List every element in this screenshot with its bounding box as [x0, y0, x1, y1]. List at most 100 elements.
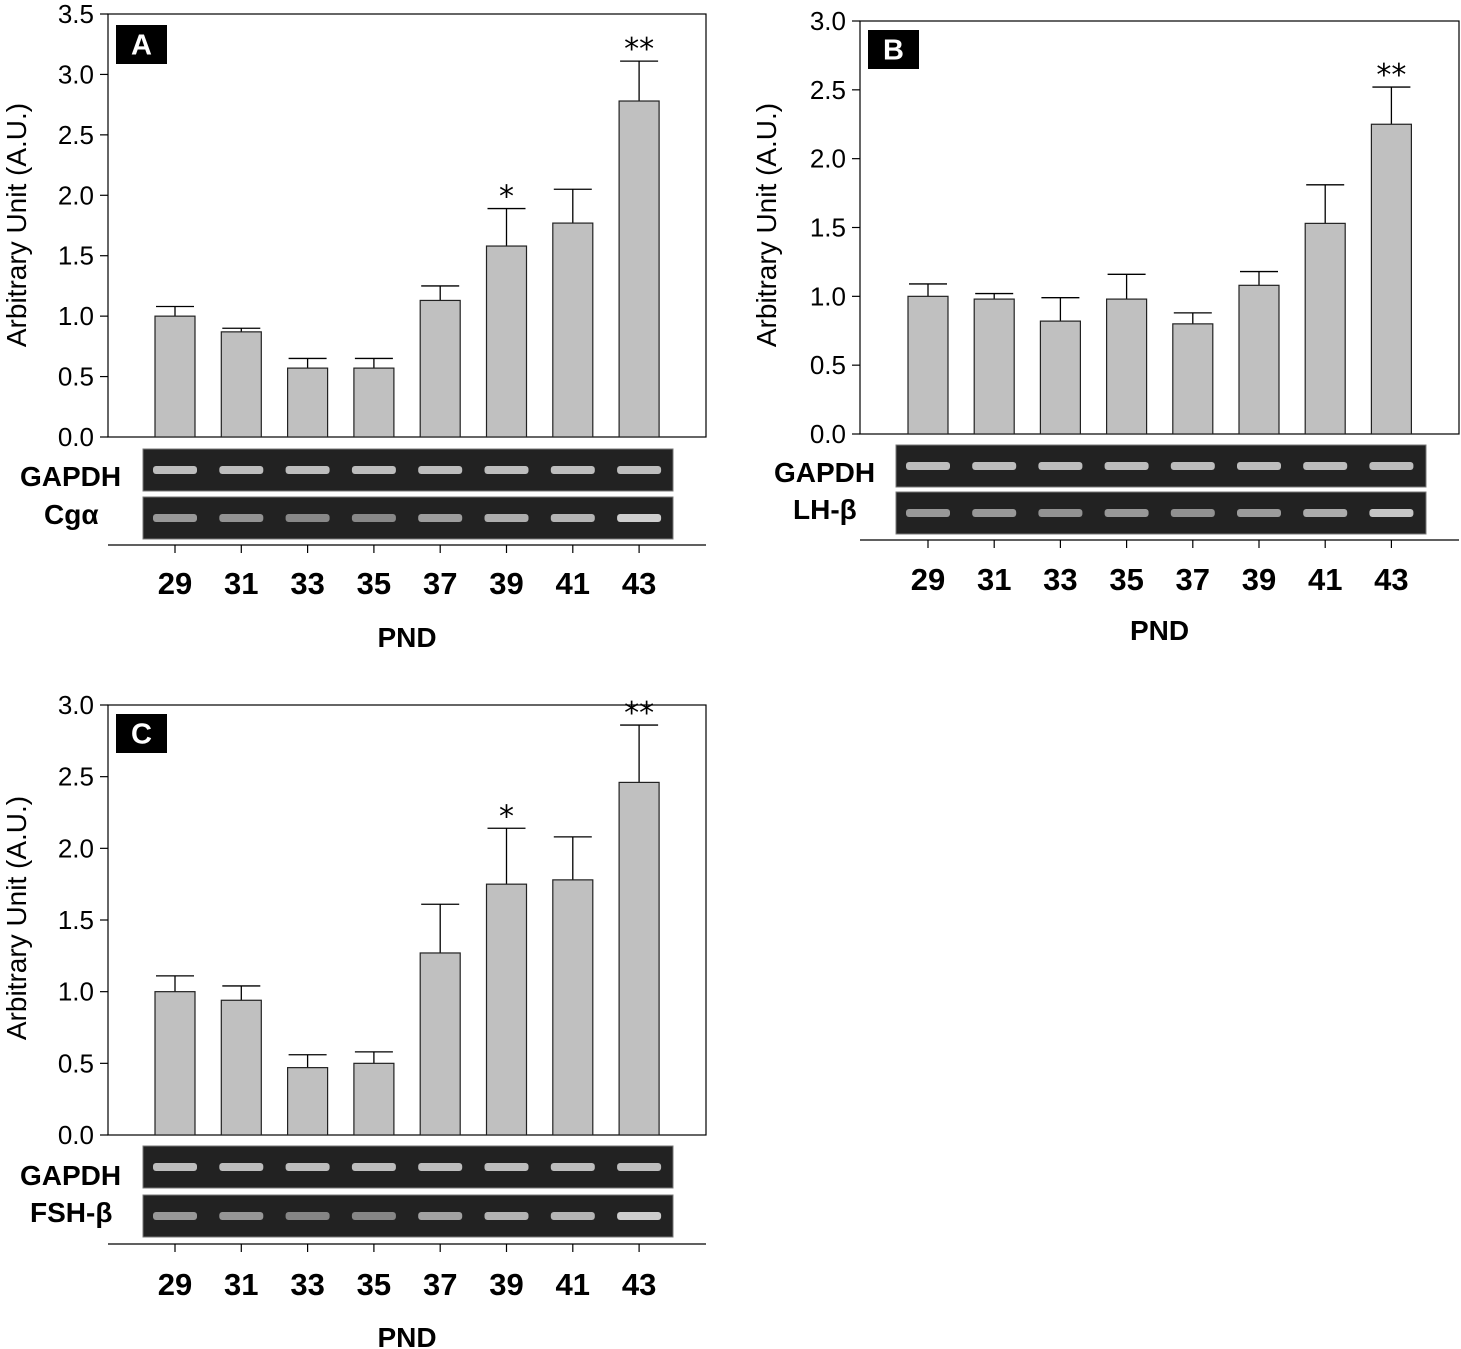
- y-tick-label: 1.0: [58, 977, 94, 1007]
- gel-band: [484, 466, 529, 474]
- gel-band: [219, 514, 264, 522]
- y-tick-label: 0.5: [810, 350, 846, 380]
- x-tick-label: 43: [622, 566, 656, 601]
- gel-band: [484, 1163, 529, 1171]
- bar-41: [552, 879, 594, 1136]
- gel-band: [550, 466, 595, 474]
- bar-35: [353, 367, 395, 438]
- gel-band: [550, 1163, 595, 1171]
- gel-band: [351, 1163, 396, 1171]
- y-tick-label: 2.0: [810, 144, 846, 174]
- bar-33: [287, 1067, 329, 1136]
- bar-29: [154, 315, 196, 438]
- x-tick-label: 41: [556, 1267, 590, 1302]
- gel-band: [484, 1212, 529, 1220]
- gel-band: [906, 509, 950, 517]
- gel-band: [219, 466, 264, 474]
- bar-39: [1238, 284, 1280, 435]
- y-tick-label: 0.5: [58, 362, 94, 392]
- bar-43: [618, 781, 660, 1136]
- x-tick-label: 35: [1109, 562, 1143, 597]
- x-tick-label: 35: [357, 1267, 391, 1302]
- x-axis-label: PND: [1130, 615, 1189, 646]
- y-tick-label: 3.0: [58, 59, 94, 89]
- x-tick-label: 31: [224, 566, 258, 601]
- y-tick-label: 3.0: [810, 6, 846, 36]
- significance-marker: **: [624, 32, 654, 67]
- gel-band: [617, 1212, 662, 1220]
- y-tick-label: 0.0: [810, 419, 846, 449]
- x-tick-label: 33: [1043, 562, 1077, 597]
- panel-b: 0.0 0.5 1.0 1.5 2.0 2.5 3.0 Arbitrary Unit (A.U…: [751, 6, 1460, 646]
- x-tick-label: 35: [357, 566, 391, 601]
- bar-31: [973, 298, 1015, 435]
- bar-43: [1370, 123, 1413, 435]
- gel-row-label: GAPDH: [20, 1160, 121, 1191]
- significance-marker: **: [624, 696, 654, 731]
- gel-band: [285, 1212, 330, 1220]
- gel-band: [617, 514, 662, 522]
- x-tick-label: 41: [1308, 562, 1342, 597]
- x-tick-label: 37: [423, 566, 457, 601]
- y-tick-label: 2.5: [810, 75, 846, 105]
- gel-band: [906, 462, 950, 470]
- gel-band: [1369, 462, 1414, 470]
- panel-badge: [868, 30, 919, 69]
- gel-strip-gapdh: GAPDH: [20, 1145, 674, 1191]
- y-tick-label: 1.5: [58, 241, 94, 271]
- gel-row-label: GAPDH: [774, 457, 875, 488]
- x-tick-label: 43: [1374, 562, 1408, 597]
- y-tick-label: 3.0: [58, 690, 94, 720]
- gel-band: [617, 1163, 662, 1171]
- x-tick-label: 37: [423, 1267, 457, 1302]
- y-tick-label: 2.0: [58, 833, 94, 863]
- x-tick-label: 29: [911, 562, 945, 597]
- gel-band: [972, 509, 1017, 517]
- gel-band: [285, 1163, 330, 1171]
- y-axis-label: Arbitrary Unit (A.U.): [1, 796, 32, 1040]
- y-tick-label: 1.5: [58, 905, 94, 935]
- bar-39: [485, 883, 528, 1136]
- y-tick-label: 0.0: [58, 1120, 94, 1150]
- y-tick-label: 1.0: [810, 281, 846, 311]
- bar-31: [220, 999, 262, 1136]
- x-tick-label: 31: [977, 562, 1011, 597]
- gel-band: [1237, 509, 1281, 517]
- x-tick-label: 29: [158, 1267, 192, 1302]
- bar-29: [154, 991, 196, 1136]
- gel-band: [550, 1212, 595, 1220]
- gel-band: [484, 514, 529, 522]
- x-tick-label: 41: [556, 566, 590, 601]
- bar-29: [907, 295, 949, 435]
- gel-band: [418, 1212, 463, 1220]
- y-tick-label: 2.5: [58, 120, 94, 150]
- bar-31: [220, 331, 262, 438]
- gel-row-label: LH-β: [793, 494, 857, 525]
- bar-37: [1172, 323, 1214, 435]
- y-axis-label: Arbitrary Unit (A.U.): [751, 103, 782, 347]
- bar-37: [419, 299, 461, 438]
- y-tick-label: 0.5: [58, 1048, 94, 1078]
- x-tick-label: 37: [1176, 562, 1210, 597]
- y-tick-label: 1.5: [810, 213, 846, 243]
- gel-band: [418, 466, 463, 474]
- x-tick-label: 39: [1242, 562, 1276, 597]
- gel-strip-gapdh: GAPDH: [774, 444, 1427, 488]
- panel-letter: C: [131, 719, 152, 751]
- x-axis-label: PND: [377, 622, 436, 653]
- bar-41: [552, 222, 594, 438]
- gel-strip-lh: LH-β: [793, 491, 1427, 535]
- gel-strip-cg: Cgα: [44, 496, 674, 540]
- bar-35: [353, 1062, 395, 1136]
- bar-35: [1105, 298, 1148, 435]
- x-tick-label: 31: [224, 1267, 258, 1302]
- gel-band: [153, 1163, 197, 1171]
- gel-band: [617, 466, 662, 474]
- gel-band: [219, 1163, 264, 1171]
- gel-band: [1237, 462, 1281, 470]
- gel-band: [1038, 509, 1083, 517]
- panel-a: 0.0 0.5 1.0 1.5 2.0 2.5 3.0 3.5 Arbitrary Unit (…: [1, 0, 707, 653]
- y-tick-label: 1.0: [58, 301, 94, 331]
- bar-43: [618, 100, 660, 438]
- x-tick-label: 33: [290, 566, 324, 601]
